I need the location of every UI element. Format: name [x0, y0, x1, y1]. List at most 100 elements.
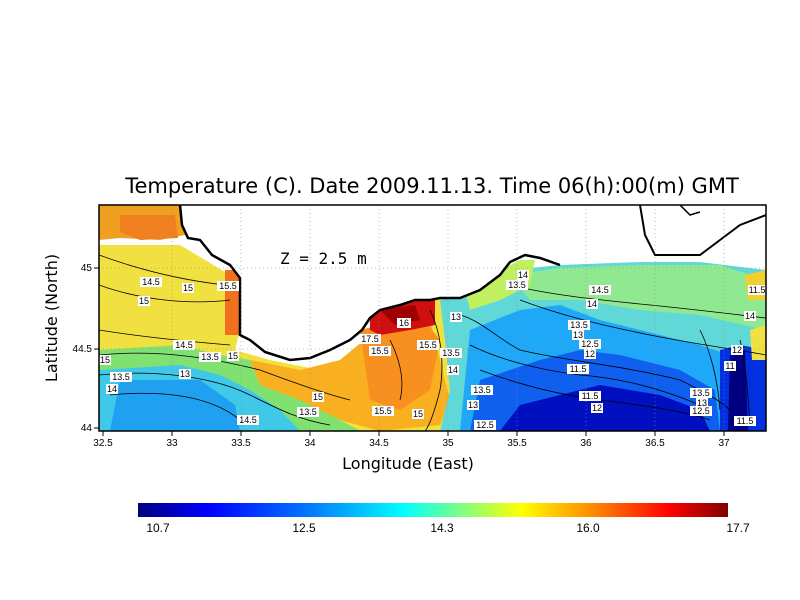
svg-text:13: 13 — [180, 369, 190, 379]
contour-label: 15.5 — [217, 281, 239, 291]
svg-text:11.5: 11.5 — [737, 416, 754, 426]
contour-label: 14 — [586, 299, 598, 309]
contour-label: 14 — [744, 311, 756, 321]
chart-title: Temperature (C). Date 2009.11.13. Time 0… — [124, 174, 739, 198]
svg-text:11.5: 11.5 — [749, 285, 766, 295]
x-tick-label: 34 — [304, 438, 316, 449]
x-tick-label: 37 — [718, 438, 730, 449]
svg-text:13: 13 — [468, 400, 478, 410]
contour-label: 15 — [99, 355, 111, 365]
x-tick-label: 36.5 — [645, 438, 665, 449]
svg-text:13: 13 — [697, 398, 707, 408]
svg-text:15: 15 — [313, 392, 323, 402]
svg-text:14.5: 14.5 — [239, 415, 257, 425]
contour-label: 13 — [467, 400, 479, 410]
depth-label: Z = 2.5 m — [280, 249, 367, 268]
contour-label: 15 — [182, 283, 194, 293]
contour-label: 15 — [227, 351, 239, 361]
colorbar-tick-label: 14.3 — [430, 521, 454, 535]
svg-text:15.5: 15.5 — [219, 281, 237, 291]
svg-text:13: 13 — [573, 330, 583, 340]
y-axis-label: Latitude (North) — [42, 254, 61, 382]
contour-label: 15.5 — [417, 340, 439, 350]
plot-frame — [98, 204, 767, 432]
svg-text:15: 15 — [228, 351, 238, 361]
x-tick-label: 33.5 — [231, 438, 251, 449]
contour-label: 11 — [724, 361, 736, 371]
contour-label: 14.5 — [173, 340, 195, 350]
contour-label: 16 — [397, 318, 411, 328]
svg-text:13.5: 13.5 — [201, 352, 219, 362]
svg-text:12: 12 — [732, 345, 742, 355]
svg-text:13.5: 13.5 — [112, 372, 130, 382]
svg-text:12.5: 12.5 — [581, 339, 599, 349]
svg-text:13.5: 13.5 — [299, 407, 317, 417]
svg-text:16: 16 — [399, 318, 409, 328]
svg-text:13.5: 13.5 — [473, 385, 491, 395]
svg-text:13.5: 13.5 — [692, 388, 710, 398]
y-tick-label: 45 — [81, 263, 93, 274]
y-tick-marks — [94, 267, 99, 429]
contour-label: 13.5 — [568, 320, 590, 330]
x-tick-label: 34.5 — [369, 438, 389, 449]
colorbar-tick-label: 17.7 — [726, 521, 750, 535]
grid-lines — [99, 205, 766, 431]
x-tick-marks — [102, 431, 725, 436]
x-tick-label: 35 — [442, 438, 454, 449]
contour-label: 12.5 — [579, 339, 601, 349]
contour-label: 13 — [179, 369, 191, 379]
temperature-field — [99, 205, 766, 431]
x-tick-label: 32.5 — [93, 438, 113, 449]
contour-label: 13.5 — [199, 352, 221, 362]
contour-label: 15.5 — [372, 406, 394, 416]
svg-text:14: 14 — [587, 299, 597, 309]
contour-label: 11.5 — [748, 285, 766, 295]
contour-label: 13 — [450, 312, 462, 322]
contour-label: 14.5 — [140, 277, 162, 287]
svg-text:14: 14 — [745, 311, 755, 321]
contour-label: 11.5 — [734, 416, 756, 426]
y-tick-labels: 44 44.5 45 — [73, 263, 93, 434]
svg-text:15.5: 15.5 — [374, 406, 392, 416]
y-tick-label: 44 — [81, 423, 93, 434]
svg-text:15.5: 15.5 — [371, 346, 389, 356]
contour-label: 13.5 — [297, 407, 319, 417]
contour-label: 15.5 — [369, 346, 391, 356]
colorbar-strip — [138, 503, 728, 517]
x-axis-label: Longitude (East) — [342, 454, 474, 473]
y-tick-label: 44.5 — [73, 344, 93, 355]
contour-label: 15 — [312, 392, 324, 402]
x-tick-label: 33 — [166, 438, 178, 449]
contour-label: 13.5 — [110, 372, 132, 382]
svg-text:11.5: 11.5 — [582, 391, 599, 401]
svg-text:14: 14 — [518, 270, 528, 280]
svg-text:12: 12 — [585, 349, 595, 359]
svg-text:15: 15 — [100, 355, 110, 365]
contour-label: 13.5 — [440, 348, 462, 358]
svg-text:14.5: 14.5 — [591, 285, 609, 295]
svg-text:14: 14 — [448, 365, 458, 375]
svg-text:11: 11 — [725, 361, 734, 371]
svg-text:15.5: 15.5 — [419, 340, 437, 350]
contour-label: 15 — [138, 296, 150, 306]
contour-label: 12 — [731, 345, 743, 355]
svg-text:17.5: 17.5 — [361, 334, 379, 344]
contour-label: 14.5 — [589, 285, 611, 295]
contour-label: 12 — [584, 349, 596, 359]
colorbar-tick-label: 10.7 — [146, 521, 170, 535]
contour-label: 12.5 — [474, 420, 496, 430]
x-tick-label: 35.5 — [507, 438, 527, 449]
svg-text:15: 15 — [183, 283, 193, 293]
contour-label: 13.5 — [690, 388, 712, 398]
svg-text:12.5: 12.5 — [476, 420, 494, 430]
contour-label: 14 — [447, 365, 459, 375]
svg-text:15: 15 — [139, 296, 149, 306]
colorbar-tick-label: 16.0 — [576, 521, 600, 535]
x-tick-labels: 32.5 33 33.5 34 34.5 35 35.5 36 36.5 37 — [93, 438, 730, 449]
svg-text:14.5: 14.5 — [175, 340, 193, 350]
contour-label: 14 — [517, 270, 529, 280]
contour-label: 14 — [106, 384, 118, 394]
svg-text:15: 15 — [413, 409, 423, 419]
contour-label: 12 — [591, 403, 603, 413]
